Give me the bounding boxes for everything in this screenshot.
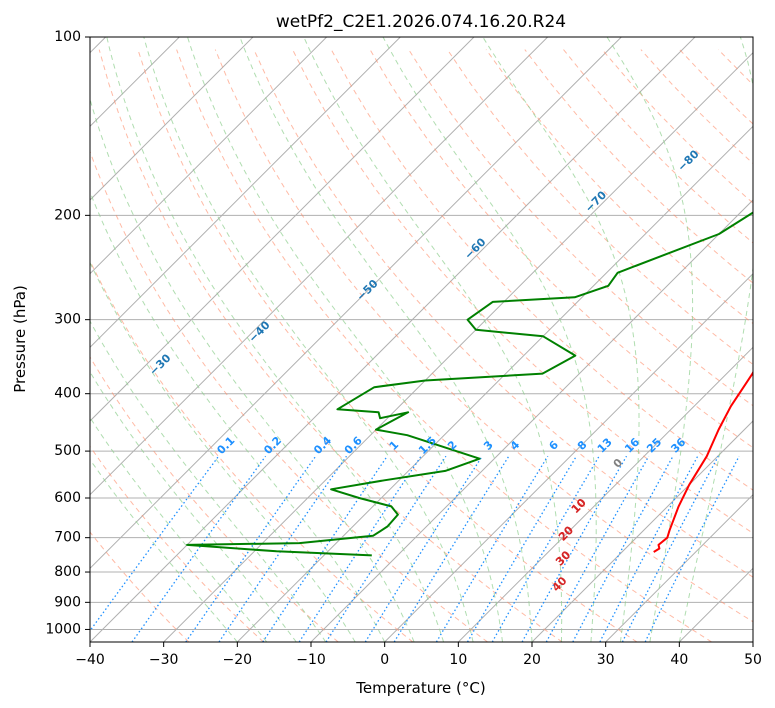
mixing-ratio-line (393, 455, 510, 642)
x-tick-label: 40 (670, 652, 688, 668)
mixing-ratio-line (90, 455, 220, 632)
y-tick-label: 800 (54, 564, 81, 580)
isotherm-gridline (163, 51, 753, 642)
moist-adiabat (382, 37, 597, 642)
plot-frame (89, 36, 754, 643)
y-axis-title: Pressure (hPa) (11, 285, 29, 393)
moist-adiabat (482, 37, 640, 642)
dry-adiabat (137, 49, 638, 642)
isotherm-gridline (90, 37, 475, 422)
x-tick-label: −40 (75, 652, 105, 668)
moist-adiabat (187, 37, 503, 642)
dry-adiabat (90, 531, 190, 642)
moist-adiabat (90, 261, 356, 642)
dry-adiabat (98, 49, 563, 642)
isotherm-gridline (236, 125, 753, 642)
isotherm-gridline (384, 272, 753, 642)
isotherm-gridline (90, 37, 622, 570)
x-tick-label: 10 (449, 652, 467, 668)
x-tick-label: 20 (523, 652, 541, 668)
y-tick-label: 900 (54, 594, 81, 610)
dry-adiabat (90, 445, 264, 642)
x-tick-label: 50 (744, 652, 762, 668)
dry-adiabat (214, 49, 753, 623)
isotherm-gridline (605, 493, 753, 642)
moist-adiabat (606, 37, 694, 642)
dry-adiabat (369, 49, 753, 449)
mixing-ratio-line (131, 455, 267, 642)
moist-adiabat (90, 97, 415, 642)
y-tick-label: 1000 (45, 621, 81, 637)
mixing-ratio-line (185, 455, 317, 642)
y-tick-label: 400 (54, 386, 81, 402)
moist-adiabat (143, 37, 474, 642)
mixing-ratio-line (435, 455, 549, 642)
mixing-ratio-line (466, 455, 577, 642)
x-tick-label: 30 (597, 652, 615, 668)
moist-adiabat (90, 416, 268, 642)
mixing-ratio-line (644, 455, 740, 642)
moist-adiabat (239, 37, 533, 642)
y-tick-label: 100 (54, 29, 81, 45)
moist-adiabat (106, 37, 445, 642)
mixing-ratio-line (521, 455, 628, 642)
isotherm-gridline (90, 37, 401, 349)
mixing-ratio-line (545, 455, 650, 642)
isotherm-gridline (90, 37, 254, 201)
isotherm-gridline (90, 37, 549, 496)
mixing-ratio-line (218, 455, 348, 642)
x-tick-label: 0 (380, 652, 389, 668)
moist-adiabat (90, 190, 386, 642)
moist-adiabat (90, 458, 238, 642)
dry-adiabat (253, 49, 753, 578)
y-tick-label: 700 (54, 530, 81, 546)
moist-adiabat (303, 37, 563, 642)
x-tick-label: −10 (296, 652, 326, 668)
y-tick-label: 200 (54, 207, 81, 223)
data-series (186, 211, 753, 557)
isotherm-gridline (457, 346, 753, 642)
axes: −40 −30 −20 −10 0 10 20 30 40 50 100 200 300 400 500 60… (45, 29, 762, 668)
chart-title: wetPf2_C2E1.2026.074.16.20.R24 (276, 12, 566, 32)
temperature-profile (653, 370, 753, 553)
x-tick-label: −20 (223, 652, 253, 668)
x-axis-title: Temperature (°C) (355, 679, 485, 697)
dry-adiabat (330, 49, 753, 491)
moist-adiabat (90, 370, 297, 642)
dry-adiabat (176, 49, 712, 642)
isotherm-gridline (90, 37, 328, 275)
y-tick-label: 500 (54, 443, 81, 459)
dry-adiabat (90, 259, 414, 642)
y-tick-label: 300 (54, 312, 81, 328)
y-tick-label: 600 (54, 490, 81, 506)
isotherm-gridline (90, 37, 696, 642)
isotherm-gridline (531, 420, 753, 642)
x-tick-label: −30 (149, 652, 179, 668)
dry-adiabat (90, 356, 339, 642)
dry-adiabat (485, 49, 753, 325)
dry-adiabat (90, 150, 488, 642)
dewpoint-profile (186, 211, 753, 557)
